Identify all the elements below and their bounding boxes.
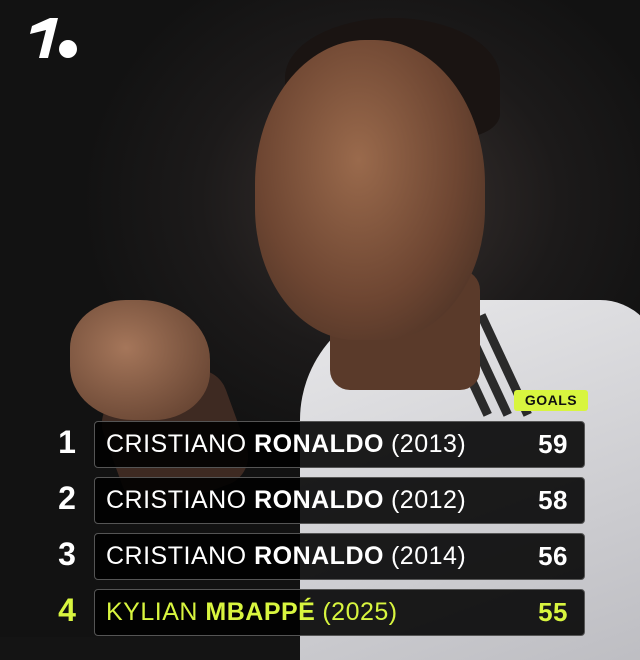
- season-year: (2014): [390, 542, 467, 570]
- season-year: (2025): [322, 598, 398, 626]
- table-row: CRISTIANO RONALDO (2013) 59: [94, 421, 585, 468]
- rank-number-highlighted: 4: [58, 592, 76, 628]
- player-fist: [70, 300, 210, 420]
- goals-value: 55: [538, 597, 568, 627]
- rank-number: 3: [58, 536, 76, 572]
- player-name: KYLIAN MBAPPÉ: [106, 598, 316, 626]
- rank-number: 1: [58, 424, 76, 460]
- player-name: CRISTIANO RONALDO: [106, 430, 384, 458]
- table-row: CRISTIANO RONALDO (2012) 58: [94, 477, 585, 524]
- brand-logo-icon: [30, 18, 77, 58]
- player-head: [255, 40, 485, 340]
- goals-value: 56: [538, 541, 568, 571]
- rank-number: 2: [58, 480, 76, 516]
- goals-value: 58: [538, 485, 568, 515]
- goals-column-label: GOALS: [514, 390, 588, 411]
- player-name: CRISTIANO RONALDO: [106, 486, 384, 514]
- goals-value: 59: [538, 429, 568, 459]
- table-row: CRISTIANO RONALDO (2014) 56: [94, 533, 585, 580]
- season-year: (2013): [390, 430, 467, 458]
- player-name: CRISTIANO RONALDO: [106, 542, 384, 570]
- season-year: (2012): [390, 486, 467, 514]
- table-row-highlighted: KYLIAN MBAPPÉ (2025) 55: [94, 589, 585, 636]
